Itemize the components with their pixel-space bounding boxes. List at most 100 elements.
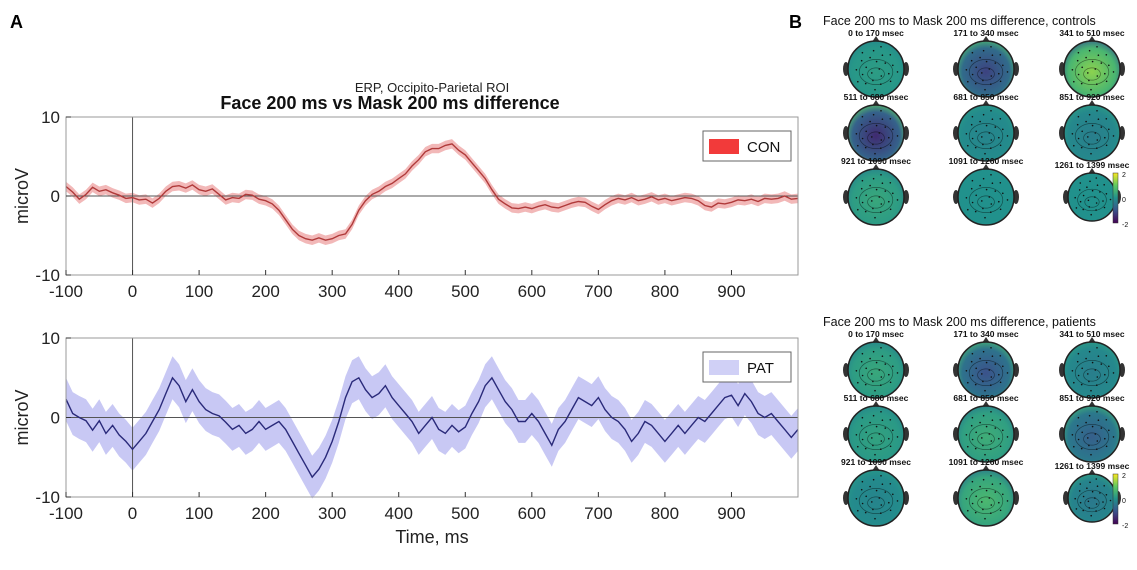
electrode-dot <box>881 54 884 56</box>
electrode-dot <box>981 72 983 74</box>
electrode-dot <box>990 83 992 85</box>
electrode-dot <box>872 177 875 180</box>
topomap-label: 921 to 1090 msec <box>841 156 911 166</box>
electrode-dot <box>880 448 882 451</box>
electrode-dot <box>1089 180 1091 183</box>
electrode-dot <box>974 210 977 213</box>
electrode-dot <box>974 82 977 85</box>
contour <box>858 187 894 213</box>
electrode-dot <box>990 504 993 506</box>
electrode-dot <box>984 152 986 155</box>
contour <box>858 123 894 149</box>
electrode-dot <box>991 355 994 358</box>
electrode-dot <box>971 374 974 377</box>
electrode-dot <box>896 199 899 201</box>
contour <box>977 496 995 510</box>
electrode-dot <box>1099 191 1101 193</box>
x-tick-label: -100 <box>49 504 83 523</box>
electrode-dot <box>1095 510 1097 512</box>
electrode-dot <box>889 208 892 211</box>
electrode-dot <box>880 504 883 506</box>
panel-a-label: A <box>10 12 23 32</box>
electrode-dot <box>994 126 997 128</box>
electrode-dot <box>982 143 984 146</box>
topomap: 0 to 170 msec <box>843 28 909 98</box>
electrode-dot <box>971 137 974 140</box>
electrode-dot <box>1073 445 1075 448</box>
electrode-dot <box>861 416 864 419</box>
electrode-dot <box>982 79 984 82</box>
electrode-dot <box>990 139 993 141</box>
error-band <box>66 139 798 245</box>
electrode-dot <box>857 509 859 512</box>
contour <box>1074 360 1110 386</box>
electrode-dot <box>1078 189 1081 191</box>
electrode-dot <box>1103 206 1106 209</box>
electrode-dot <box>1081 367 1083 370</box>
electrode-dot <box>892 128 894 131</box>
colorbar-tick-label: 0 <box>1122 498 1126 505</box>
electrode-dot <box>970 59 973 62</box>
electrode-dot <box>988 132 991 134</box>
electrode-dot <box>999 419 1002 421</box>
electrode-dot <box>1085 421 1087 424</box>
contour <box>858 360 894 386</box>
electrode-dot <box>967 381 969 384</box>
electrode-dot <box>984 389 986 392</box>
electrode-dot <box>878 196 881 198</box>
topomap-label: 171 to 340 msec <box>953 28 1018 38</box>
electrode-dot <box>970 123 973 126</box>
electrode-dot <box>1077 374 1080 377</box>
x-tick-label: -100 <box>49 282 83 301</box>
electrode-dot <box>1097 54 1100 56</box>
topomap: 921 to 1090 msec <box>841 457 911 527</box>
error-band <box>66 356 798 499</box>
electrode-dot <box>889 182 892 184</box>
electrode-dot <box>1077 352 1080 355</box>
topomap-label: 681 to 850 msec <box>953 92 1018 102</box>
electrode-dot <box>861 480 864 483</box>
electrode-dot <box>974 447 977 450</box>
x-tick-label: 100 <box>185 504 213 523</box>
electrode-dot <box>1075 508 1078 510</box>
y-tick-label: 0 <box>51 187 60 206</box>
electrode-dot <box>872 49 875 52</box>
electrode-dot <box>861 438 864 441</box>
electrode-dot <box>878 68 881 70</box>
electrode-dot <box>1071 69 1074 71</box>
electrode-dot <box>1096 75 1099 77</box>
electrode-dot <box>865 495 867 498</box>
electrode-dot <box>1105 445 1108 448</box>
electrode-dot <box>1006 500 1009 502</box>
electrode-dot <box>1088 79 1090 82</box>
electrode-dot <box>896 372 899 374</box>
panel-b-label: B <box>789 12 802 32</box>
electrode-dot <box>1091 425 1094 428</box>
electrode-dot <box>982 113 985 116</box>
topomap-label: 1261 to 1399 msec <box>1055 160 1130 170</box>
electrode-dot <box>1077 115 1080 118</box>
electrode-dot <box>1002 64 1004 67</box>
electrode-dot <box>1112 135 1115 137</box>
x-tick-label: 900 <box>717 504 745 523</box>
electrode-dot <box>998 136 1000 139</box>
electrode-dot <box>990 376 993 378</box>
electrode-dot <box>979 120 981 123</box>
electrode-dot <box>874 389 876 392</box>
electrode-dot <box>982 414 985 417</box>
scalp-map <box>957 104 1015 162</box>
electrode-dot <box>872 79 874 82</box>
legend-swatch <box>709 139 739 154</box>
electrode-dot <box>981 437 983 439</box>
x-tick-label: 700 <box>584 504 612 523</box>
topomap-label: 1091 to 1260 msec <box>949 156 1024 166</box>
electrode-dot <box>975 367 977 370</box>
electrode-dot <box>880 376 883 378</box>
contour <box>968 360 1004 386</box>
electrode-dot <box>1100 363 1103 365</box>
electrode-dot <box>1094 369 1097 371</box>
electrode-dot <box>857 208 859 211</box>
electrode-dot <box>1105 118 1108 120</box>
electrode-dot <box>1104 437 1106 440</box>
electrode-dot <box>1082 509 1084 512</box>
